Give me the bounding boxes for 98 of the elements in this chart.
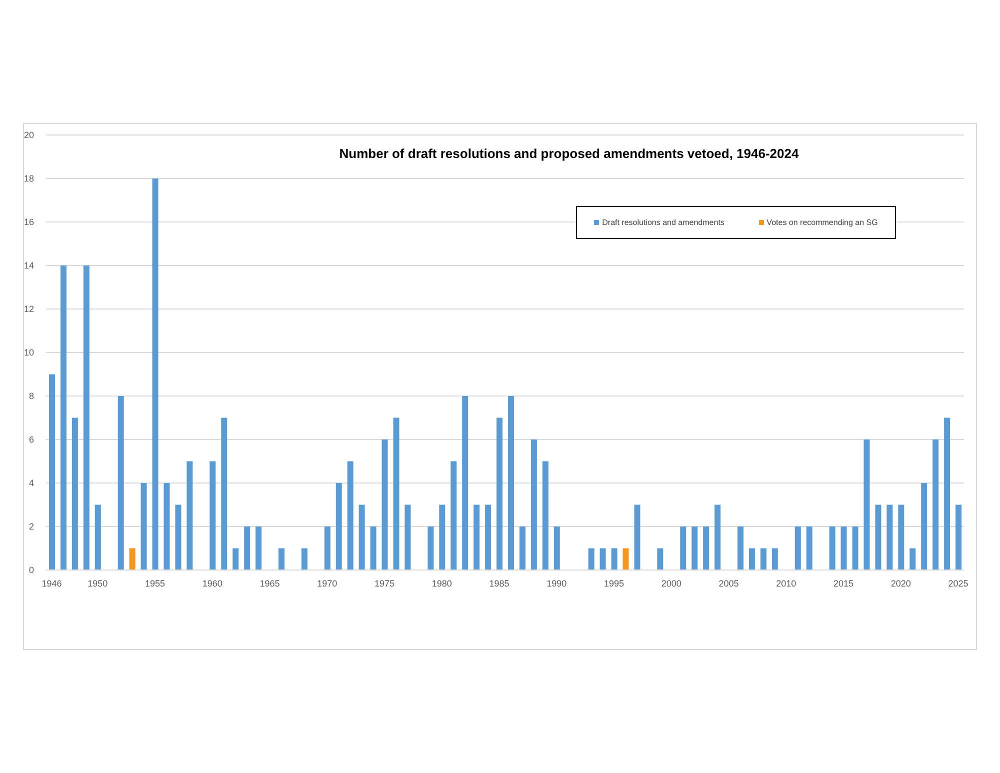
bar <box>221 418 228 570</box>
bar <box>554 526 560 570</box>
bar <box>600 548 606 570</box>
bar <box>336 483 342 570</box>
bar <box>382 440 388 570</box>
y-tick-label: 6 <box>28 434 34 445</box>
legend-label: Votes on recommending an SG <box>766 218 878 227</box>
y-tick-label: 8 <box>28 391 34 402</box>
bar <box>840 526 847 570</box>
y-tick-label: 2 <box>28 522 34 532</box>
bar <box>49 374 55 570</box>
text: Number of draft resolutions and proposed amendments vetoed, 1946-2024 <box>338 146 800 161</box>
bar <box>256 526 262 570</box>
bar <box>450 461 457 570</box>
bar <box>393 418 400 570</box>
bar <box>956 504 962 570</box>
x-tick-label: 1960 <box>202 578 222 588</box>
bar <box>898 504 904 570</box>
bar <box>140 483 147 570</box>
bar <box>370 526 376 570</box>
x-tick-label: 1946 <box>42 578 62 588</box>
bar <box>83 266 90 570</box>
bar <box>94 504 101 570</box>
bar <box>542 461 548 570</box>
bar <box>244 526 250 570</box>
bar <box>692 526 698 570</box>
x-tick-label: 2005 <box>718 578 739 588</box>
y-tick-label: 20 <box>24 130 34 140</box>
bar <box>634 504 640 570</box>
bar <box>519 526 526 570</box>
bar <box>508 396 514 570</box>
legend-label: Draft resolutions and amendments <box>601 218 724 227</box>
bar <box>129 548 136 570</box>
bar <box>806 526 812 570</box>
y-tick-label: 12 <box>24 304 34 314</box>
x-tick-label: 2025 <box>948 578 968 588</box>
bar <box>794 526 801 570</box>
bar <box>164 483 170 570</box>
bar <box>404 504 411 570</box>
bar <box>175 504 182 570</box>
x-tick-label: 1980 <box>432 578 452 588</box>
bar <box>474 504 480 570</box>
bar <box>921 483 928 570</box>
x-tick-label: 2010 <box>776 578 796 588</box>
x-tick-label: 1995 <box>604 578 624 588</box>
bar <box>760 548 766 570</box>
bar <box>886 504 893 570</box>
bar <box>72 418 78 570</box>
x-tick-label: 1985 <box>489 578 510 588</box>
bar <box>118 396 124 570</box>
bar <box>611 548 618 570</box>
x-tick-label: 1965 <box>260 578 280 588</box>
bar <box>152 178 158 570</box>
bar <box>324 526 330 570</box>
bar <box>530 440 537 570</box>
bar <box>588 548 594 570</box>
bar <box>622 548 629 570</box>
bar <box>232 548 239 570</box>
bar <box>703 526 710 570</box>
y-tick-label: 0 <box>28 565 34 576</box>
bar <box>944 418 950 570</box>
bar <box>829 526 836 570</box>
x-tick-label: 1955 <box>144 578 166 588</box>
bar <box>301 548 308 570</box>
bar <box>210 461 216 570</box>
bar <box>496 418 503 570</box>
bar <box>772 548 778 570</box>
y-tick-label: 10 <box>24 348 34 358</box>
x-tick-label: 1950 <box>88 578 108 588</box>
bar <box>852 526 858 570</box>
bar <box>910 548 916 570</box>
x-tick-label: 1970 <box>317 578 338 588</box>
bar <box>932 440 939 570</box>
bar <box>278 548 284 570</box>
x-tick-label: 2000 <box>661 578 682 588</box>
x-tick-label: 2020 <box>890 578 911 588</box>
bar <box>714 504 721 570</box>
y-tick-label: 16 <box>24 217 34 228</box>
bar <box>358 504 365 570</box>
bar <box>485 504 492 570</box>
bar <box>347 461 354 570</box>
bar <box>680 526 686 570</box>
bar <box>462 396 468 570</box>
bar <box>738 526 744 570</box>
bar <box>864 440 870 570</box>
bar <box>428 526 434 570</box>
bar <box>875 504 882 570</box>
x-tick-label: 1990 <box>546 578 567 588</box>
bar <box>748 548 755 570</box>
y-tick-label: 14 <box>24 260 34 271</box>
y-tick-label: 18 <box>24 174 34 184</box>
bar <box>60 266 66 570</box>
x-tick-label: 2015 <box>833 578 854 588</box>
y-tick-label: 4 <box>28 478 34 488</box>
bar <box>439 504 446 570</box>
x-tick-label: 1975 <box>374 578 395 588</box>
bar <box>186 461 193 570</box>
bar <box>657 548 664 570</box>
